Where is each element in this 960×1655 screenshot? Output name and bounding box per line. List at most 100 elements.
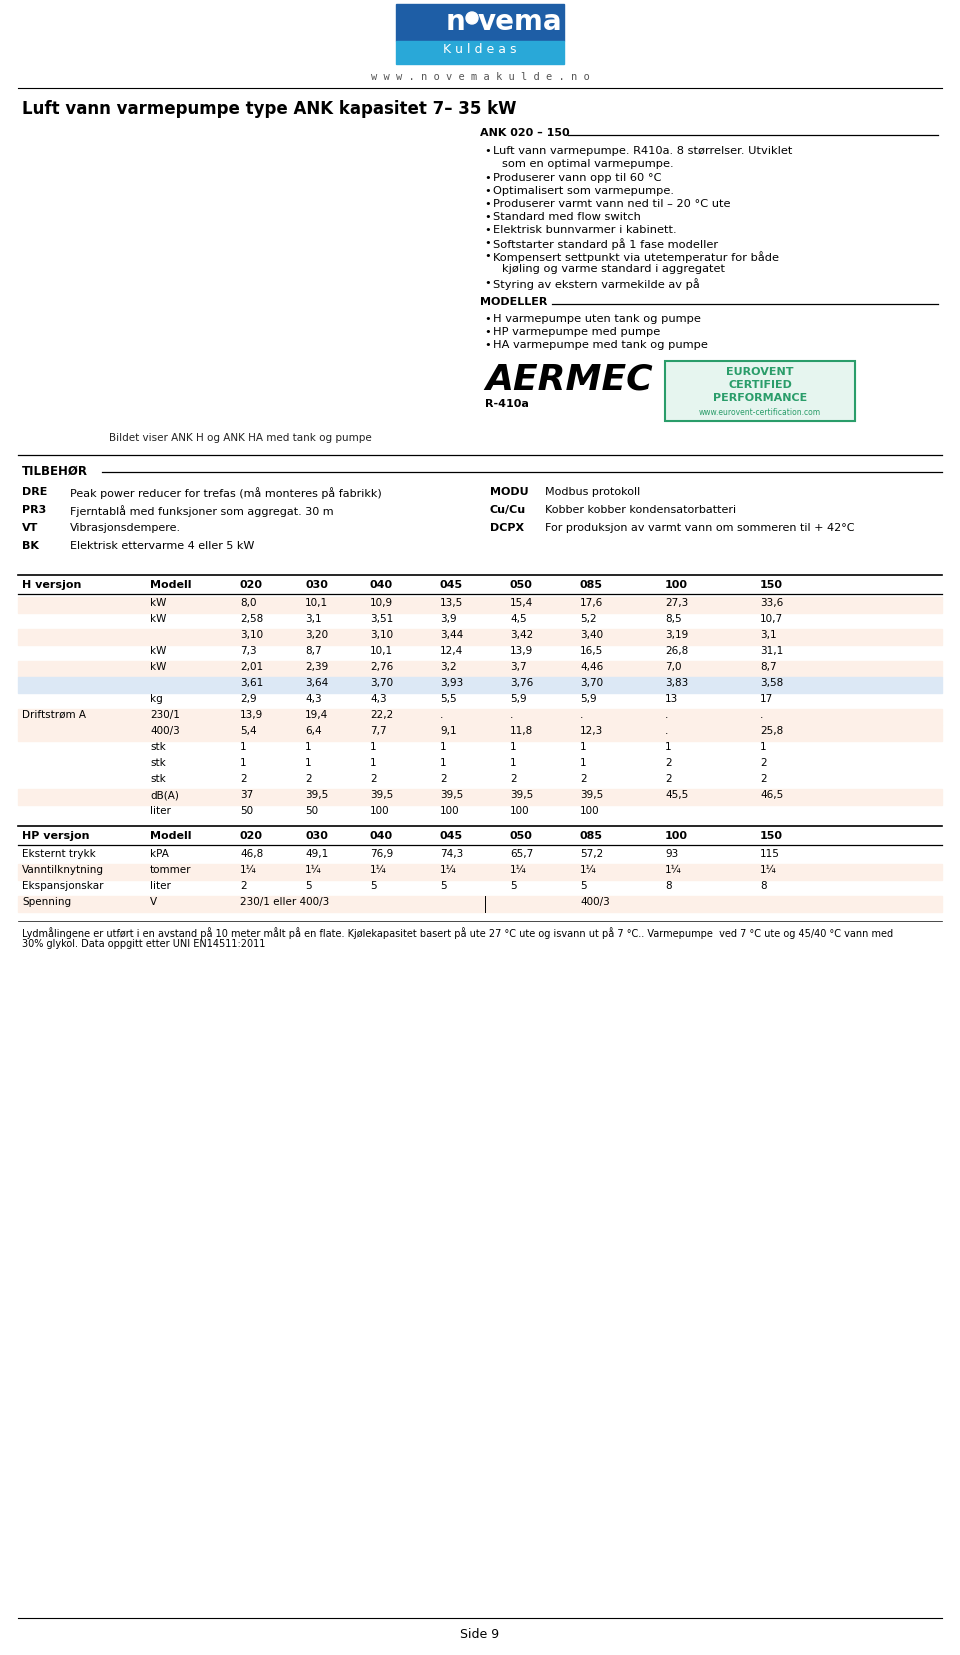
Text: 8: 8 (760, 880, 767, 890)
Text: •: • (484, 185, 491, 195)
Text: DRE: DRE (22, 487, 47, 496)
Text: 030: 030 (305, 831, 328, 841)
Text: 39,5: 39,5 (370, 789, 394, 799)
Text: 3,58: 3,58 (760, 679, 783, 688)
Text: 30% glykol. Data oppgitt etter UNI EN14511:2011: 30% glykol. Data oppgitt etter UNI EN145… (22, 938, 265, 948)
Text: 2,01: 2,01 (240, 662, 263, 672)
Bar (665, 361, 855, 420)
Text: 2,9: 2,9 (240, 693, 256, 703)
Text: 2: 2 (665, 775, 672, 784)
Text: 2: 2 (665, 758, 672, 768)
Text: 50: 50 (305, 806, 318, 816)
Text: 3,76: 3,76 (510, 679, 533, 688)
Text: 3,93: 3,93 (440, 679, 464, 688)
Text: Side 9: Side 9 (461, 1629, 499, 1642)
Text: 11,8: 11,8 (510, 727, 533, 736)
Text: 050: 050 (510, 579, 533, 589)
Text: 45,5: 45,5 (665, 789, 688, 799)
Text: 8: 8 (665, 880, 672, 890)
Text: 5,9: 5,9 (510, 693, 527, 703)
Text: MODELLER: MODELLER (480, 296, 547, 306)
Text: 12,4: 12,4 (440, 645, 464, 655)
Text: Elektrisk bunnvarmer i kabinett.: Elektrisk bunnvarmer i kabinett. (493, 225, 677, 235)
Text: V: V (150, 897, 157, 907)
Bar (18, 708, 942, 725)
Text: PERFORMANCE: PERFORMANCE (713, 392, 807, 404)
Text: 8,0: 8,0 (240, 597, 256, 607)
Text: 3,2: 3,2 (440, 662, 457, 672)
Text: 49,1: 49,1 (305, 849, 328, 859)
Text: 5: 5 (440, 880, 446, 890)
Text: •: • (484, 212, 491, 222)
Text: 8,7: 8,7 (760, 662, 777, 672)
Text: 1¼: 1¼ (305, 866, 322, 875)
Text: vema: vema (478, 8, 563, 36)
Text: 3,20: 3,20 (305, 631, 328, 640)
Text: •: • (484, 339, 491, 349)
Text: 085: 085 (580, 579, 603, 589)
Text: 2: 2 (760, 775, 767, 784)
Text: 65,7: 65,7 (510, 849, 533, 859)
Text: 17: 17 (760, 693, 773, 703)
Text: 3,70: 3,70 (370, 679, 394, 688)
Text: 1¼: 1¼ (370, 866, 387, 875)
Text: stk: stk (150, 741, 166, 751)
Text: Driftstrøm A: Driftstrøm A (22, 710, 86, 720)
Text: 8,5: 8,5 (665, 614, 682, 624)
Text: .: . (440, 710, 444, 720)
Text: 2: 2 (240, 775, 247, 784)
Text: ANK 020 – 150: ANK 020 – 150 (480, 127, 569, 137)
Text: dB(A): dB(A) (150, 789, 179, 799)
Text: 39,5: 39,5 (305, 789, 328, 799)
Text: HA varmepumpe med tank og pumpe: HA varmepumpe med tank og pumpe (493, 339, 708, 349)
Text: som en optimal varmepumpe.: som en optimal varmepumpe. (502, 159, 674, 169)
Text: Bildet viser ANK H og ANK HA med tank og pumpe: Bildet viser ANK H og ANK HA med tank og… (108, 434, 372, 444)
Text: .: . (760, 710, 763, 720)
Text: 230/1 eller 400/3: 230/1 eller 400/3 (240, 897, 329, 907)
Text: 3,40: 3,40 (580, 631, 603, 640)
Text: •: • (484, 225, 491, 235)
Text: 3,70: 3,70 (580, 679, 603, 688)
Text: 1: 1 (580, 741, 587, 751)
Text: 26,8: 26,8 (665, 645, 688, 655)
Text: 030: 030 (305, 579, 328, 589)
Bar (18, 629, 942, 645)
Text: 1: 1 (760, 741, 767, 751)
Text: 1¼: 1¼ (580, 866, 597, 875)
Text: stk: stk (150, 775, 166, 784)
Text: 1: 1 (240, 741, 247, 751)
Text: 045: 045 (440, 831, 463, 841)
Text: 46,8: 46,8 (240, 849, 263, 859)
Bar (18, 789, 942, 804)
Text: Modbus protokoll: Modbus protokoll (545, 487, 640, 496)
Text: 3,1: 3,1 (760, 631, 777, 640)
Circle shape (466, 12, 478, 25)
Text: 10,9: 10,9 (370, 597, 394, 607)
Text: 1¼: 1¼ (240, 866, 256, 875)
Text: 2: 2 (305, 775, 312, 784)
Text: 6,4: 6,4 (305, 727, 322, 736)
Text: 1: 1 (440, 741, 446, 751)
Text: VT: VT (22, 523, 38, 533)
Text: 1: 1 (305, 741, 312, 751)
Text: 040: 040 (370, 831, 394, 841)
Text: •: • (484, 238, 491, 248)
Text: 1: 1 (510, 758, 516, 768)
Text: 4,3: 4,3 (305, 693, 322, 703)
Bar (396, 3, 564, 41)
Text: 10,1: 10,1 (370, 645, 394, 655)
Text: Modell: Modell (150, 579, 191, 589)
Text: 27,3: 27,3 (665, 597, 688, 607)
Text: 39,5: 39,5 (440, 789, 464, 799)
Text: 045: 045 (440, 579, 463, 589)
Text: 10,7: 10,7 (760, 614, 783, 624)
Text: 5: 5 (510, 880, 516, 890)
Text: 150: 150 (760, 579, 783, 589)
Text: kPA: kPA (150, 849, 169, 859)
Text: 2,39: 2,39 (305, 662, 328, 672)
Text: 12,3: 12,3 (580, 727, 603, 736)
Text: 2: 2 (580, 775, 587, 784)
Text: 93: 93 (665, 849, 679, 859)
Text: Produserer varmt vann ned til – 20 °C ute: Produserer varmt vann ned til – 20 °C ut… (493, 199, 731, 209)
Text: MODU: MODU (490, 487, 529, 496)
